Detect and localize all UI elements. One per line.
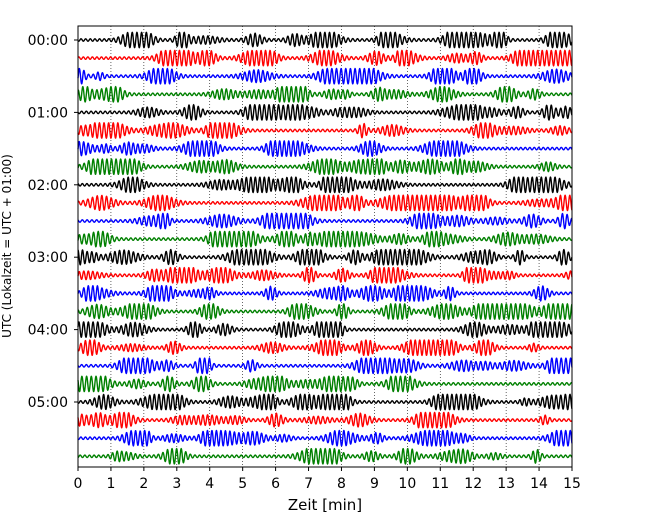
x-tick-label: 9 [370,476,379,492]
y-axis-label: UTC (Lokalzeit = UTC + 01:00) [0,154,14,338]
trace-0545 [77,447,573,465]
trace-0200 [77,176,573,194]
y-tick-label: 03:00 [28,250,68,266]
trace-0130 [77,140,573,158]
trace-0000 [77,31,573,49]
trace-0330 [77,284,573,303]
trace-0145 [77,158,573,176]
x-tick-label: 4 [205,476,214,492]
trace-0515 [77,411,573,429]
x-axis-ticks: 0 1 2 3 4 5 6 7 8 9 10 11 12 13 14 15 [74,467,581,492]
x-tick-label: 2 [139,476,148,492]
x-tick-label: 0 [74,476,83,492]
x-axis-label: Zeit [min] [288,496,362,514]
y-tick-label: 04:00 [28,323,68,339]
x-tick-label: 8 [337,476,346,492]
trace-0415 [77,339,573,357]
trace-0230 [77,212,573,230]
trace-0245 [77,230,573,248]
trace-0100 [77,103,573,121]
x-tick-label: 10 [398,476,416,492]
trace-0345 [77,302,573,321]
x-tick-label: 12 [464,476,482,492]
trace-0215 [77,194,573,212]
y-tick-label: 00:00 [28,33,68,49]
trace-0530 [77,429,573,447]
trace-0400 [77,321,573,339]
trace-0045 [77,85,573,103]
y-tick-label: 05:00 [28,395,68,411]
trace-0445 [77,375,573,393]
x-tick-label: 14 [530,476,548,492]
x-tick-label: 7 [304,476,313,492]
y-tick-label: 01:00 [28,105,68,121]
trace-0115 [77,121,573,140]
trace-0500 [77,393,573,411]
x-tick-label: 5 [238,476,247,492]
x-tick-label: 13 [497,476,515,492]
x-tick-label: 1 [106,476,115,492]
y-tick-label: 02:00 [28,178,68,194]
x-tick-label: 15 [563,476,581,492]
y-axis-ticks: 00:00 01:00 02:00 03:00 04:00 05:00 [28,33,78,411]
trace-0315 [77,266,573,284]
x-tick-label: 11 [431,476,449,492]
seismic-traces [77,31,573,465]
trace-0015 [77,49,573,67]
trace-0030 [77,67,573,85]
x-tick-label: 3 [172,476,181,492]
x-tick-label: 6 [271,476,280,492]
plot-frame [77,25,573,468]
trace-0300 [77,248,573,266]
trace-0430 [77,357,573,375]
